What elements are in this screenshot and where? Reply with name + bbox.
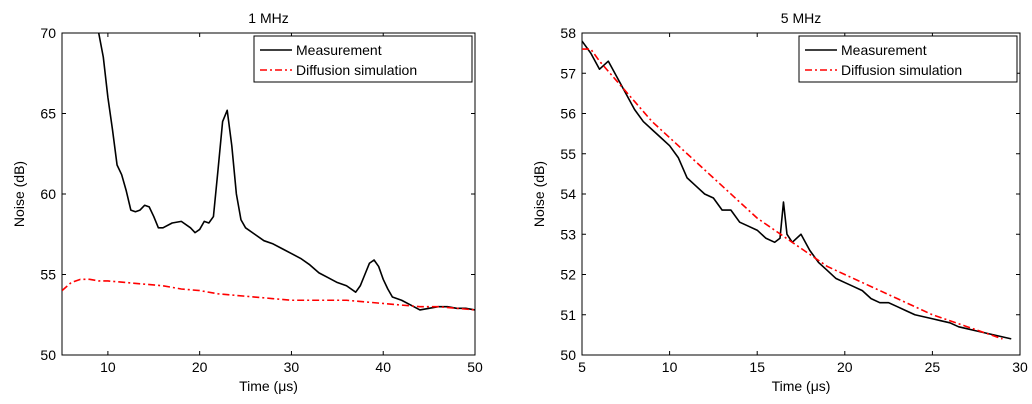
x-tick-label: 20 xyxy=(837,359,853,375)
legend-label: Diffusion simulation xyxy=(841,62,962,78)
y-tick-label: 56 xyxy=(560,106,576,122)
y-tick-label: 50 xyxy=(40,347,56,363)
series-line-0 xyxy=(97,33,475,311)
series-line-1 xyxy=(62,278,475,311)
series-group xyxy=(62,33,475,311)
series-line-1 xyxy=(582,48,1003,340)
y-tick-label: 51 xyxy=(560,307,576,323)
chart-1mhz: 10 20 30 40 50 50 55 60 65 70 1 MHz Time (μs) Noise … xyxy=(11,10,483,394)
y-tick-label: 57 xyxy=(560,65,576,81)
x-tick-label: 5 xyxy=(578,359,586,375)
y-axis-label: Noise (dB) xyxy=(531,161,547,227)
chart-title: 5 MHz xyxy=(781,10,821,26)
chart-title: 1 MHz xyxy=(248,10,288,26)
series-line-0 xyxy=(582,40,1012,340)
x-tick-label: 20 xyxy=(192,359,208,375)
y-tick-label: 70 xyxy=(40,25,56,41)
legend: Measurement Diffusion simulation xyxy=(798,35,1018,83)
chart-5mhz: 5 10 15 20 25 30 50 51 52 53 54 55 56 57 58 5 MHz Time (… xyxy=(531,10,1028,394)
y-tick-label: 53 xyxy=(560,226,576,242)
series-group xyxy=(582,40,1012,340)
x-tick-label: 10 xyxy=(662,359,678,375)
x-tick-label: 25 xyxy=(925,359,941,375)
x-tick-label: 10 xyxy=(100,359,116,375)
y-tick-label: 50 xyxy=(560,347,576,363)
legend-box xyxy=(798,35,1018,83)
legend: Measurement Diffusion simulation xyxy=(253,35,473,83)
legend-label: Measurement xyxy=(841,42,927,58)
y-tick-label: 52 xyxy=(560,267,576,283)
x-tick-label: 50 xyxy=(467,359,483,375)
y-tick-label: 54 xyxy=(560,186,576,202)
x-axis-label: Time (μs) xyxy=(239,378,298,394)
y-axis-label: Noise (dB) xyxy=(11,161,27,227)
plot-area xyxy=(581,32,1021,356)
x-tick-label: 15 xyxy=(749,359,765,375)
y-tick-label: 60 xyxy=(40,186,56,202)
legend-label: Measurement xyxy=(296,42,382,58)
x-tick-label: 40 xyxy=(375,359,391,375)
x-tick-label: 30 xyxy=(284,359,300,375)
legend-box xyxy=(253,35,473,83)
x-axis-label: Time (μs) xyxy=(772,378,831,394)
y-tick-label: 58 xyxy=(560,25,576,41)
y-tick-label: 65 xyxy=(40,106,56,122)
x-tick-label: 30 xyxy=(1012,359,1028,375)
plot-area xyxy=(61,32,476,356)
y-tick-label: 55 xyxy=(40,267,56,283)
y-tick-label: 55 xyxy=(560,146,576,162)
legend-label: Diffusion simulation xyxy=(296,62,417,78)
